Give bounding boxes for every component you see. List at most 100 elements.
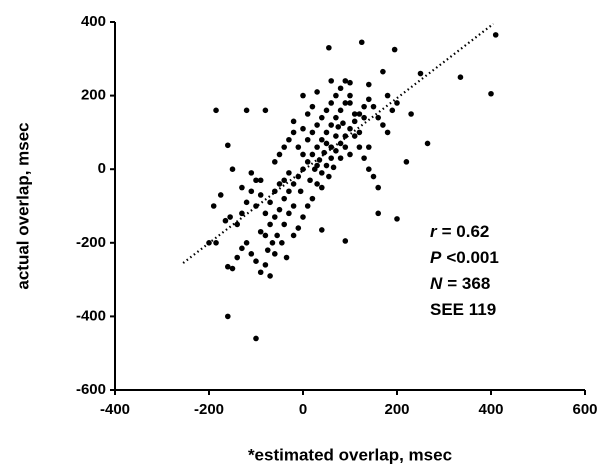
stat-value: <0.001 [446, 248, 498, 267]
data-point [210, 203, 217, 209]
data-point [328, 78, 335, 84]
data-point [340, 120, 346, 126]
data-point [295, 144, 302, 150]
data-point [222, 217, 229, 224]
data-point [347, 151, 353, 158]
data-point [380, 68, 386, 75]
data-point [300, 214, 306, 220]
data-point [227, 214, 233, 220]
data-point [492, 32, 499, 38]
data-point [286, 188, 292, 195]
y-tick-label: -600 [76, 381, 106, 398]
data-point [295, 173, 302, 180]
data-point [366, 81, 372, 88]
stat-label: P <0.001 [430, 248, 499, 267]
data-point [295, 225, 302, 231]
y-axis-title: actual overlap, msec [13, 122, 32, 289]
data-point [328, 100, 335, 106]
data-point [225, 263, 231, 270]
data-point [253, 258, 259, 265]
data-point [366, 96, 372, 103]
data-point [319, 170, 325, 176]
data-point [248, 188, 255, 195]
stat-symbol: N [430, 274, 443, 293]
data-point [375, 210, 382, 217]
data-point [391, 46, 398, 53]
data-point [248, 251, 255, 257]
data-point [347, 79, 353, 86]
data-point [304, 203, 311, 209]
data-point [351, 111, 358, 117]
data-point [304, 159, 311, 165]
data-point [262, 262, 269, 268]
data-point [225, 142, 231, 149]
y-tick-label: -400 [76, 307, 106, 324]
data-point [408, 111, 414, 117]
data-point [262, 210, 269, 217]
data-point [239, 245, 245, 252]
data-point [253, 335, 259, 342]
x-tick-label: 400 [478, 401, 503, 418]
data-point [366, 144, 372, 150]
data-point [319, 227, 325, 233]
data-point [281, 144, 288, 150]
data-point [417, 70, 424, 77]
stat-symbol: P [430, 248, 442, 267]
data-point [286, 170, 292, 176]
data-point [319, 184, 325, 191]
data-point [279, 240, 285, 246]
data-point [342, 133, 349, 139]
x-tick-label: -400 [100, 401, 130, 418]
data-point [314, 89, 320, 95]
stat-value: = 368 [447, 274, 490, 293]
data-point [290, 181, 297, 187]
data-point [272, 251, 278, 257]
data-point [335, 124, 342, 130]
data-point [356, 129, 363, 136]
data-point [253, 177, 259, 184]
data-point [239, 210, 245, 217]
data-point [323, 162, 330, 169]
data-point [366, 166, 372, 172]
data-point [248, 170, 255, 176]
data-point [370, 103, 377, 110]
data-point [403, 159, 410, 165]
stat-label: N = 368 [430, 274, 490, 293]
data-point [347, 100, 353, 106]
data-point [347, 125, 353, 132]
data-point [290, 118, 297, 125]
data-point [316, 157, 323, 163]
data-point [225, 313, 231, 320]
data-point [276, 206, 283, 213]
data-point [370, 173, 377, 180]
data-point [326, 44, 332, 51]
data-point [264, 247, 271, 253]
data-point [314, 181, 320, 187]
data-point [337, 140, 344, 147]
data-point [281, 221, 288, 228]
data-point [333, 114, 339, 121]
data-point [286, 136, 292, 143]
data-point [307, 177, 313, 184]
data-point [283, 254, 290, 261]
stat-value: = 0.62 [442, 222, 490, 241]
data-point [337, 107, 344, 114]
data-point [328, 122, 335, 128]
data-point [262, 232, 269, 239]
data-point [243, 240, 250, 246]
stat-value: SEE 119 [430, 300, 496, 319]
data-point [253, 203, 259, 209]
data-point [361, 103, 367, 110]
data-point [243, 199, 250, 206]
data-point [213, 240, 219, 246]
data-point [300, 92, 306, 99]
data-point [213, 107, 219, 114]
data-point [267, 221, 273, 228]
stat-symbol: r [430, 222, 438, 241]
data-point [356, 144, 363, 150]
data-point [267, 199, 273, 206]
data-point [380, 122, 386, 128]
x-axis-title: *estimated overlap, msec [248, 445, 452, 464]
data-point [300, 166, 306, 172]
data-point [424, 140, 431, 147]
